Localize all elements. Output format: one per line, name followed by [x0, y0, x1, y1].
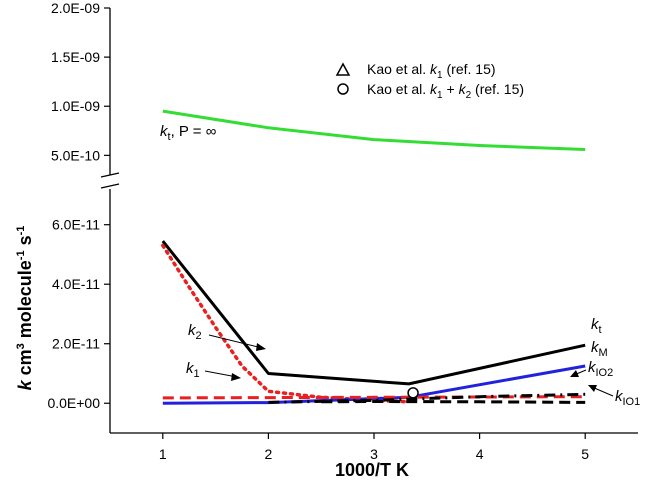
x-axis-label: 1000/T K [335, 460, 409, 480]
y-tick-label-upper: 1.0E-09 [51, 98, 100, 114]
y-tick-label-lower: 6.0E-11 [52, 217, 100, 233]
annotation-k1: k1 [186, 360, 200, 380]
data-series [161, 109, 586, 405]
annotation-kIO2-arrowhead [570, 370, 579, 377]
legend: Kao et al. k1 (ref. 15) Kao et al. k1 + … [335, 61, 524, 101]
y-tick-label-upper: 5.0E-10 [51, 147, 100, 163]
annotation-k2-arrowhead [256, 343, 266, 351]
x-tick-label: 3 [370, 446, 378, 462]
x-tick-label: 1 [159, 446, 167, 462]
triangle-marker-icon [335, 62, 351, 76]
annotation-k2: k2 [188, 322, 202, 342]
annotation-kt-p-infinity: kt, P = ∞ [160, 123, 217, 143]
annotation-kIO1-arrowhead [588, 385, 597, 392]
legend-item-kao-k1: Kao et al. k1 (ref. 15) [335, 61, 496, 81]
kao-data-point [407, 387, 419, 399]
y-tick-label-upper: 1.5E-09 [51, 49, 100, 65]
annotation-k1-arrowhead [231, 373, 241, 381]
annotation-kIO2: kIO2 [588, 359, 613, 379]
series-line-k-t [161, 240, 586, 386]
axis-break-mark-bottom [100, 183, 120, 189]
annotation-kM: kM [591, 339, 608, 359]
series-line-k-t-p [162, 109, 586, 151]
y-tick-label-upper: 2.0E-09 [51, 0, 100, 16]
annotation-k2-arrow [208, 334, 263, 349]
annotation-kt: kt [591, 316, 602, 336]
x-ticks: 1 2 3 4 5 [159, 433, 589, 462]
y-ticks: 5.0E-10 1.0E-09 1.5E-09 2.0E-09 0.0E+00 2.0E-… [47, 0, 110, 411]
y-tick-label-lower: 0.0E+00 [47, 395, 100, 411]
y-tick-label-lower: 4.0E-11 [52, 276, 100, 292]
y-tick-label-lower: 2.0E-11 [52, 336, 100, 352]
axis-break-mark-top [100, 172, 120, 178]
series-line-k-1 [162, 395, 586, 400]
series-line-k-io1 [321, 400, 586, 404]
x-tick-label: 2 [265, 446, 273, 462]
legend-label-kao-k1: Kao et al. k1 (ref. 15) [367, 61, 496, 81]
legend-item-kao-k1-k2: Kao et al. k1 + k2 (ref. 15) [337, 81, 524, 101]
x-tick-label: 5 [581, 446, 589, 462]
y-axis-label: k cm3 molecule-1 s-1 [15, 226, 35, 391]
x-tick-label: 4 [476, 446, 484, 462]
annotation-kIO1: kIO1 [615, 388, 640, 408]
circle-marker-icon [337, 83, 349, 95]
legend-label-kao-k1-k2: Kao et al. k1 + k2 (ref. 15) [367, 81, 524, 101]
series-line-k-2 [161, 243, 411, 404]
